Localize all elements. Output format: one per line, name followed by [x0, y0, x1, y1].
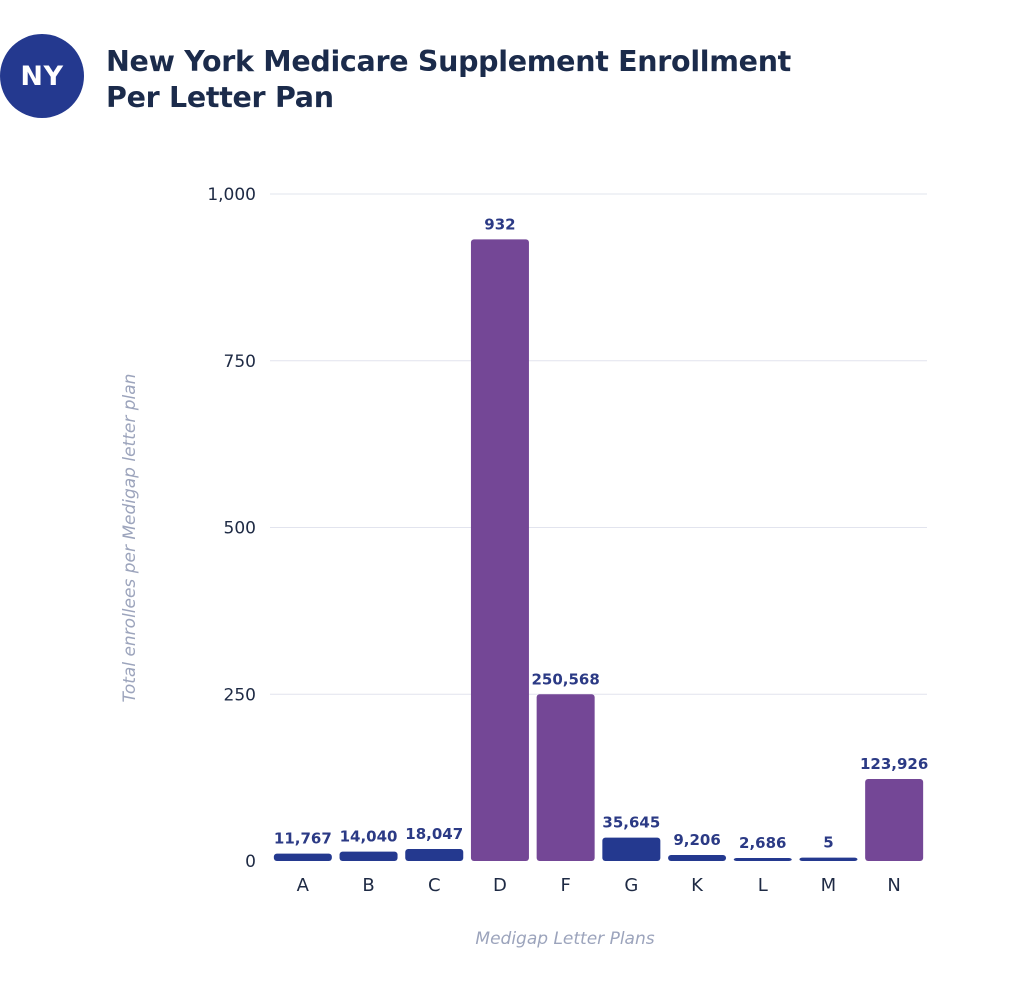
x-tick-label-l: L: [758, 875, 768, 896]
y-axis-ticks: 0 250 500 750 1,000: [207, 185, 256, 872]
chart-title-line-1: New York Medicare Supplement Enrollment: [106, 45, 792, 78]
state-badge-text: NY: [20, 60, 64, 92]
bar-a: [273, 853, 332, 861]
x-tick-label-f: F: [560, 875, 570, 896]
data-label-l: 2,686: [739, 834, 786, 852]
bar-f: [536, 694, 595, 861]
data-label-b: 14,040: [340, 828, 398, 846]
x-tick-label-b: B: [362, 875, 374, 896]
bar-c: [405, 848, 464, 861]
x-tick-label-a: A: [297, 875, 310, 896]
x-tick-label-k: K: [691, 875, 704, 896]
bars: [273, 239, 924, 861]
y-tick-label: 250: [224, 685, 256, 705]
gridlines: [270, 193, 927, 695]
y-tick-label: 500: [224, 519, 256, 539]
x-tick-label-n: N: [887, 875, 900, 896]
data-label-g: 35,645: [602, 814, 660, 832]
y-axis-title: Total enrollees per Medigap letter plan: [120, 374, 140, 703]
bar-d: [470, 239, 529, 861]
data-label-m: 5: [823, 834, 833, 852]
chart-title: New York Medicare Supplement Enrollment …: [106, 44, 791, 116]
data-label-n: 123,926: [860, 755, 928, 773]
data-label-k: 9,206: [673, 831, 720, 849]
state-badge: NY: [0, 34, 84, 118]
bar-l: [733, 858, 792, 861]
data-labels: 11,767 14,040 18,047 932 250,568 35,645 9,206 2…: [274, 215, 928, 852]
y-tick-label: 0: [245, 852, 256, 872]
bar-g: [602, 837, 661, 861]
data-label-a: 11,767: [274, 830, 332, 848]
x-axis-title: Medigap Letter Plans: [475, 929, 654, 949]
data-label-f: 250,568: [531, 670, 599, 688]
bar-n: [865, 778, 924, 861]
bar-b: [339, 851, 398, 861]
chart-title-line-2: Per Letter Pan: [106, 81, 334, 114]
bar-k: [668, 854, 727, 861]
data-label-d: 932: [484, 215, 515, 233]
x-tick-label-m: M: [821, 875, 837, 896]
x-tick-label-g: G: [624, 875, 638, 896]
x-tick-label-d: D: [493, 875, 507, 896]
bar-m: [799, 857, 858, 861]
x-tick-label-c: C: [428, 875, 441, 896]
data-label-c: 18,047: [405, 825, 463, 843]
y-tick-label: 750: [224, 352, 256, 372]
y-tick-label: 1,000: [207, 185, 256, 205]
